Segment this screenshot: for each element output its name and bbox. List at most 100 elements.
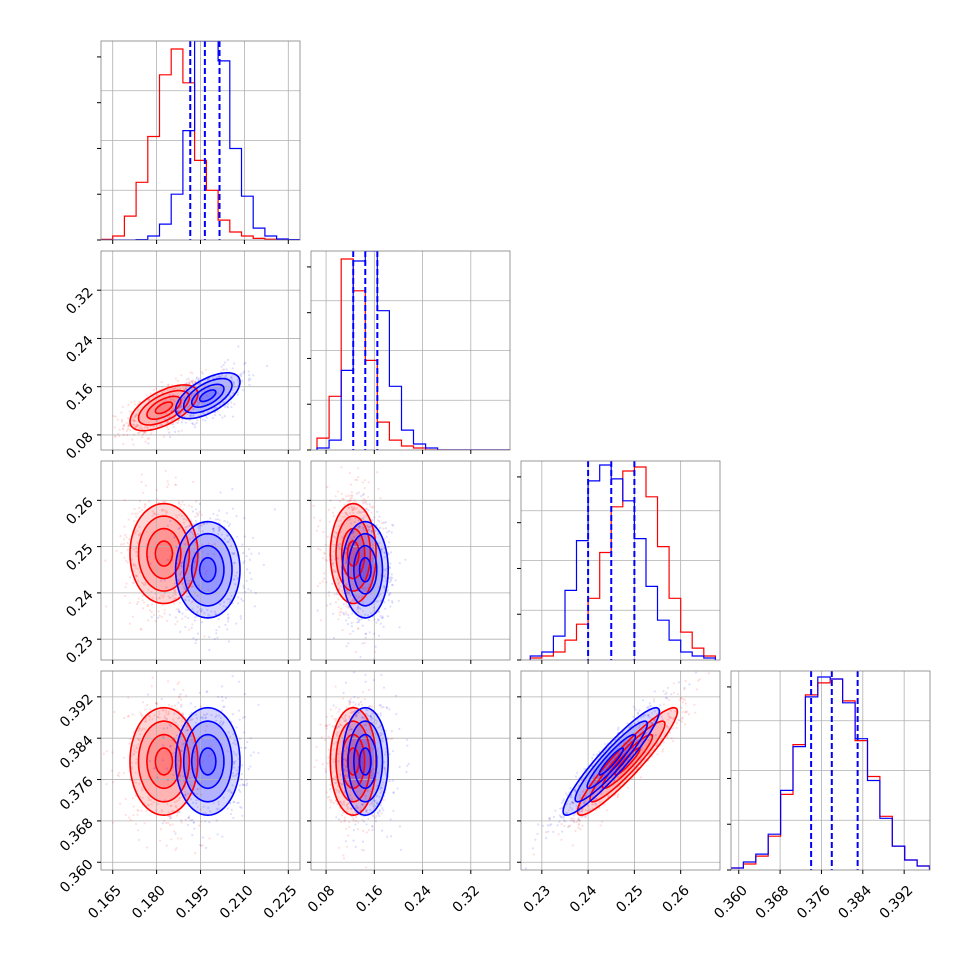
panel-1-0-point-blue-51: [199, 382, 202, 385]
panel-2-1-point-red-408: [337, 618, 340, 621]
panel-3-1-point-blue-385: [378, 795, 381, 798]
panel-3-1-point-red-636: [329, 784, 332, 787]
panel-3-0-point-red-646: [196, 788, 199, 791]
panel-1-0-contour-red-0: [154, 401, 174, 415]
panel-3-1-point-red-173: [338, 789, 341, 792]
panel-3-0-point-blue-565: [162, 744, 165, 747]
panel-1-0-point-red-318: [136, 425, 139, 428]
panel-3-1-point-red-186: [368, 803, 372, 806]
panel-3-2-point-blue-299: [647, 739, 650, 742]
panel-3-1-point-red-214: [382, 798, 385, 802]
panel-2-0-point-red-144: [135, 547, 138, 550]
panel-2-0-point-red-628: [125, 536, 128, 539]
panel-2-1-point-red-491: [333, 543, 336, 547]
panel-2-0-point-blue-4: [233, 552, 236, 555]
panel-2-1-contour-red-0: [346, 540, 360, 567]
panel-3-2-contour-blue-0: [598, 747, 625, 776]
panel-2-1-point-red-334: [361, 481, 364, 484]
panel-2-0-fill-blue-1: [183, 533, 232, 606]
panel-3-2-point-red-516: [676, 693, 680, 696]
panel-3-2-point-red-164: [665, 724, 669, 728]
panel-2-0-point-red-53: [181, 583, 184, 586]
panel-2-1-fill-red-3: [347, 541, 359, 567]
panel-3-1-point-red-198: [365, 808, 368, 812]
panel-3-2-point-red-248: [601, 820, 604, 824]
panel-3-1-point-blue-520: [381, 740, 384, 743]
panel-3-0-point-red-591: [141, 789, 144, 792]
panel-2-0-point-red-199: [120, 543, 123, 546]
panel-2-1-point-red-592: [363, 515, 366, 518]
panel-3-0-point-red-523: [167, 680, 170, 683]
panel-3-2-point-red-347: [587, 805, 590, 808]
panel-2-1-point-blue-632: [383, 584, 386, 587]
panel-3-2-point-blue-298: [570, 796, 573, 799]
panel-2-0-point-blue-198: [226, 534, 229, 537]
panel-3-0-point-red-351: [145, 809, 148, 813]
panel-1-0-point-blue-508: [222, 401, 225, 404]
panel-2-1-point-red-209: [357, 595, 361, 599]
panel-2-0-point-red-192: [174, 476, 177, 479]
panel-3-2-point-red-149: [683, 688, 686, 691]
panel-3-1-point-blue-242: [341, 737, 344, 740]
panel-2-0-point-blue-632: [169, 519, 172, 523]
panel-1-0-point-blue-617: [147, 442, 150, 445]
panel-3-1-point-red-586: [332, 777, 335, 780]
panel-2-1-point-red-403: [372, 505, 375, 508]
panel-2-1-point-red-355: [350, 491, 353, 494]
panel-3-2-point-red-325: [668, 699, 671, 702]
panel-1-0-point-red-205: [132, 423, 136, 426]
y-tick-label-2-2: 0.25: [63, 541, 96, 574]
panel-3-0-point-red-331: [126, 715, 129, 718]
panel-1-0-point-blue-523: [169, 435, 172, 438]
panel-3-1-point-blue-207: [384, 729, 387, 733]
panel-2-1-point-red-241: [361, 500, 364, 503]
panel-3-1-point-blue-362: [406, 744, 409, 747]
panel-3-2-point-red-366: [570, 817, 573, 820]
panel-2-0-point-red-430: [125, 559, 128, 562]
panel-2-1-point-red-369: [341, 497, 344, 500]
panel-2-1-point-blue-142: [381, 616, 384, 619]
panel-3-2-point-red-324: [684, 680, 687, 683]
panel-0-0-hist-red: [101, 48, 300, 240]
panel-3-1-point-red-2: [389, 738, 392, 741]
panel-2-1-point-red-35: [324, 558, 327, 561]
panel-2-0-point-red-448: [134, 574, 137, 577]
panel-2-0-point-red-431: [191, 623, 194, 626]
panel-2-0-point-red-287: [191, 600, 194, 603]
panel-2-1-point-red-196: [332, 514, 335, 518]
panel-2-1-point-blue-34: [352, 630, 355, 633]
panel-3-0-point-blue-152: [235, 772, 239, 776]
panel-3-0-point-red-262: [152, 801, 155, 804]
panel-3-1-point-red-611: [364, 795, 367, 798]
panel-3-1-point-red-256: [373, 760, 376, 763]
panel-2-1-point-red-615: [341, 589, 344, 593]
panel-2-0-point-red-210: [158, 614, 161, 617]
x-tick-label-3-4: 0.392: [877, 883, 917, 923]
panel-2-0-point-blue-501: [207, 613, 210, 616]
panel-3-1-point-blue-445: [377, 726, 380, 729]
panel-2-1-point-blue-132: [357, 606, 360, 609]
panel-3-1-frame: [310, 670, 511, 871]
panel-3-1-point-red-330: [338, 723, 341, 726]
panel-3-0-point-red-453: [159, 828, 162, 831]
panel-2-0-point-blue-380: [231, 507, 235, 510]
panel-3-0-point-red-127: [158, 716, 161, 719]
panel-3-1-point-red-546: [324, 768, 327, 771]
panel-1-0-point-red-190: [133, 419, 136, 422]
panel-1-0-point-blue-314: [249, 378, 252, 381]
panel-3-2-point-blue-536: [602, 751, 605, 754]
panel-2-1-point-blue-53: [377, 634, 380, 637]
panel-3-1-point-blue-222: [379, 724, 382, 727]
panel-2-0-point-red-349: [212, 553, 215, 556]
panel-1-0-point-blue-119: [234, 385, 237, 389]
panel-2-1-point-blue-356: [346, 544, 349, 547]
panel-2-1-point-red-180: [353, 499, 356, 502]
panel-2-0-point-blue-302: [226, 534, 229, 538]
panel-2-0-point-blue-267: [188, 524, 191, 528]
panel-1-0-point-red-458: [166, 421, 169, 424]
x-tick-label-1-0: 0.08: [305, 883, 338, 916]
panel-3-0-point-blue-40: [232, 733, 235, 736]
panel-3-0-point-blue-279: [182, 775, 185, 778]
panel-2-0-point-red-326: [126, 548, 129, 551]
panel-3-1-point-red-518: [360, 703, 364, 706]
